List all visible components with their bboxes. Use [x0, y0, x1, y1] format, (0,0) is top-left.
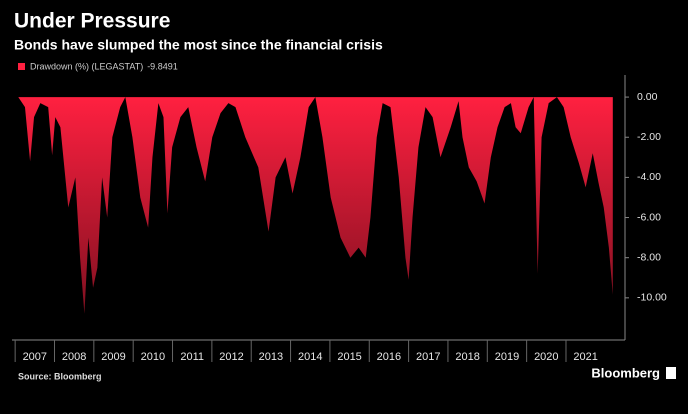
x-tick-label: 2019 — [495, 351, 519, 363]
brand: Bloomberg — [591, 365, 660, 380]
x-tick-label: 2016 — [377, 351, 401, 363]
legend-label: Drawdown (%) (LEGASTAT) — [30, 61, 143, 71]
x-tick-label: 2009 — [101, 351, 125, 363]
area — [18, 97, 613, 314]
y-tick-label: -2.00 — [637, 131, 661, 143]
x-tick-label: 2017 — [416, 351, 440, 363]
y-tick-label: -10.00 — [637, 292, 667, 304]
x-tick-label: 2015 — [337, 351, 361, 363]
x-tick-label: 2011 — [180, 351, 204, 363]
y-tick-label: -8.00 — [637, 251, 661, 263]
x-tick-label: 2008 — [62, 351, 86, 363]
y-tick-label: 0.00 — [637, 91, 658, 103]
y-tick-label: -6.00 — [637, 211, 661, 223]
x-tick-label: 2007 — [23, 351, 47, 363]
chart-title: Under Pressure — [14, 10, 170, 33]
x-tick-label: 2018 — [455, 351, 479, 363]
source: Source: Bloomberg — [18, 371, 102, 381]
y-tick-label: -4.00 — [637, 171, 661, 183]
legend-swatch — [18, 63, 25, 70]
brand-icon — [666, 367, 676, 379]
x-tick-label: 2010 — [141, 351, 165, 363]
x-tick-label: 2021 — [573, 351, 597, 363]
x-tick-label: 2020 — [534, 351, 558, 363]
legend-value: -9.8491 — [147, 61, 178, 71]
chart-subtitle: Bonds have slumped the most since the fi… — [14, 37, 383, 53]
x-tick-label: 2014 — [298, 351, 322, 363]
x-tick-label: 2012 — [219, 351, 243, 363]
x-tick-label: 2013 — [259, 351, 283, 363]
